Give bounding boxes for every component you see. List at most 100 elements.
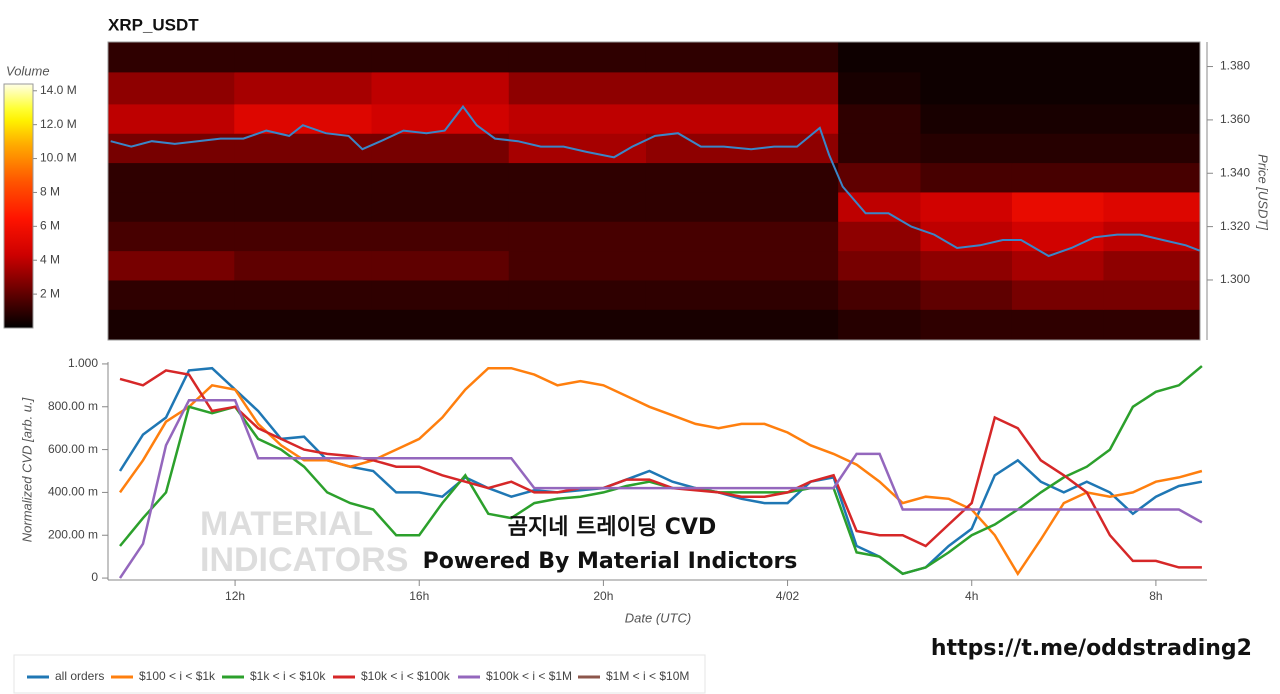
- heatmap-cell: [371, 71, 510, 105]
- heatmap-cell: [1103, 162, 1201, 193]
- heatmap-cell: [371, 221, 510, 252]
- heatmap-cell: [1011, 309, 1104, 341]
- heatmap-cell: [371, 279, 510, 310]
- heatmap-cell: [1011, 279, 1104, 310]
- heatmap-cell: [371, 250, 510, 281]
- annotation: 곰지네 트레이딩 CVD: [508, 515, 716, 540]
- heatmap-cell: [1011, 133, 1104, 164]
- heatmap-cell: [838, 133, 921, 164]
- heatmap-cell: [371, 162, 510, 193]
- x-tick-label: 4h: [965, 589, 978, 603]
- heatmap-cell: [920, 42, 1013, 73]
- heatmap-cell: [645, 279, 839, 310]
- heatmap-cell: [1103, 250, 1201, 281]
- heatmap-cell: [1103, 279, 1201, 310]
- heatmap-cell: [1011, 162, 1104, 193]
- heatmap-cell: [920, 191, 1013, 222]
- watermark: MATERIAL: [200, 505, 373, 543]
- heatmap-cell: [234, 103, 373, 134]
- legend-label: $100k < i < $1M: [486, 669, 572, 683]
- heatmap-cell: [920, 250, 1013, 281]
- colorbar-tick-label: 12.0 M: [40, 117, 77, 131]
- x-tick-label: 12h: [225, 589, 245, 603]
- heatmap-cell: [108, 250, 235, 281]
- heatmap-cell: [234, 71, 373, 105]
- heatmap-cell: [108, 162, 235, 193]
- heatmap-cell: [838, 221, 921, 252]
- heatmap-cell: [234, 279, 373, 310]
- heatmap-cell: [1103, 221, 1201, 252]
- y-tick-label: 1.380: [1220, 59, 1250, 73]
- legend-label: $100 < i < $1k: [139, 669, 216, 683]
- x-tick-label: 20h: [593, 589, 613, 603]
- heatmap-cell: [838, 42, 921, 73]
- heatmap-cell: [920, 309, 1013, 341]
- y-tick-label: 800.00 m: [48, 399, 98, 413]
- heatmap-cell: [108, 71, 235, 105]
- plot-frame: [107, 41, 1201, 341]
- legend-label: $1M < i < $10M: [606, 669, 689, 683]
- heatmap-cell: [645, 71, 839, 105]
- heatmap-cell: [108, 191, 235, 222]
- heatmap-cell: [371, 191, 510, 222]
- cvd-line: [118, 399, 1203, 579]
- heatmap-cell: [920, 103, 1013, 134]
- x-tick-label: 4/02: [776, 589, 800, 603]
- legend-label: all orders: [55, 669, 104, 683]
- heatmap-cell: [838, 103, 921, 134]
- x-axis-label: Date (UTC): [625, 610, 691, 625]
- heatmap-cell: [1011, 103, 1104, 134]
- colorbar-tick-label: 8 M: [40, 185, 60, 199]
- heatmap-cell: [645, 309, 839, 341]
- heatmap-cell: [1011, 250, 1104, 281]
- y-tick-label: 1.360: [1220, 112, 1250, 126]
- heatmap-cell: [920, 162, 1013, 193]
- link: https://t.me/oddstrading2: [931, 636, 1252, 661]
- y-tick-label: 200.00 m: [48, 527, 98, 541]
- heatmap-cell: [234, 133, 373, 164]
- annotation: Powered By Material Indictors: [423, 549, 798, 574]
- heatmap-cell: [645, 162, 839, 193]
- legend-label: $10k < i < $100k: [361, 669, 451, 683]
- x-tick-label: 8h: [1149, 589, 1162, 603]
- heatmap-cell: [645, 103, 839, 134]
- heatmap-cell: [508, 103, 647, 134]
- heatmap-cell: [508, 309, 647, 341]
- heatmap-cell: [108, 42, 235, 73]
- x-tick-label: 16h: [409, 589, 429, 603]
- heatmap-cell: [1011, 71, 1104, 105]
- heatmap-cell: [1011, 191, 1104, 222]
- heatmap-cell: [508, 42, 647, 73]
- colorbar-tick-label: 2 M: [40, 286, 60, 300]
- heatmap-cell: [1103, 42, 1201, 73]
- heatmap-cell: [234, 191, 373, 222]
- colorbar: [3, 83, 34, 329]
- heatmap-cell: [508, 250, 647, 281]
- heatmap-cell: [645, 42, 839, 73]
- colorbar-tick-label: 6 M: [40, 219, 60, 233]
- heatmap-cell: [838, 162, 921, 193]
- legend-box: [13, 654, 706, 694]
- heatmap-cell: [108, 221, 235, 252]
- heatmap-cell: [234, 162, 373, 193]
- price-line: [110, 104, 1200, 258]
- y-tick-label: 1.320: [1220, 219, 1250, 233]
- heatmap-cell: [508, 133, 647, 164]
- y-axis-label: Price [USDT]: [1256, 154, 1271, 230]
- heatmap-cell: [1103, 309, 1201, 341]
- heatmap-cell: [371, 42, 510, 73]
- heatmap-cell: [838, 71, 921, 105]
- heatmap-cell: [645, 191, 839, 222]
- heatmap-cell: [838, 309, 921, 341]
- heatmap-cell: [838, 250, 921, 281]
- chart-title: XRP_USDT: [108, 15, 199, 34]
- heatmap-cell: [508, 71, 647, 105]
- colorbar-tick-label: 14.0 M: [40, 83, 77, 97]
- heatmap-cell: [838, 279, 921, 310]
- heatmap-cell: [920, 133, 1013, 164]
- cvd-line: [118, 366, 1203, 576]
- heatmap-cell: [371, 309, 510, 341]
- heatmap-cell: [371, 103, 510, 134]
- cvd-line: [119, 369, 1202, 569]
